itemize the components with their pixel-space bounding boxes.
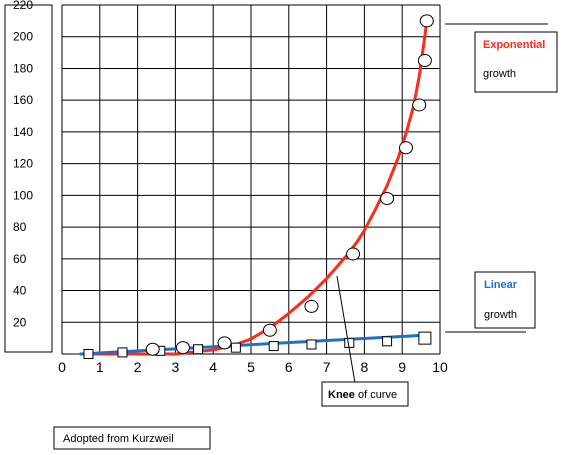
exponential-point: [419, 14, 434, 28]
exponential-point: [304, 299, 319, 313]
y-axis-label-frame: [4, 4, 53, 353]
y-tick-label: 20: [13, 315, 27, 329]
series-curves: [79, 19, 431, 356]
linear-point: [117, 347, 128, 358]
linear-label: Linear: [484, 279, 518, 291]
linear-point: [418, 331, 432, 345]
exponential-curve: [79, 19, 429, 356]
x-tick-label: 4: [209, 359, 217, 375]
exponential-point: [346, 247, 361, 261]
knee-label-box: [321, 381, 409, 407]
x-tick-label: 7: [323, 359, 331, 375]
linear-label-box: [474, 271, 536, 329]
exponential-point: [380, 192, 395, 206]
source-label: Adopted from Kurzweil: [63, 433, 174, 445]
source-box: [53, 426, 211, 450]
exponential-point: [175, 341, 190, 355]
linear-point: [193, 344, 204, 355]
linear-point: [83, 349, 94, 359]
x-tick-label: 9: [398, 359, 406, 375]
exponential-point: [417, 54, 432, 68]
y-tick-label: 200: [13, 30, 33, 44]
exponential-label-box: [474, 31, 558, 93]
y-tick-label: 120: [13, 157, 33, 171]
x-tick-label: 2: [134, 359, 142, 375]
series-markers: [83, 14, 434, 359]
linear-point: [306, 339, 317, 350]
linear-label-growth: growth: [484, 309, 517, 321]
y-tick-label: 80: [13, 220, 27, 234]
linear-point: [230, 342, 241, 353]
linear-point: [382, 336, 393, 347]
x-tick-label: 0: [58, 359, 66, 375]
x-tick-label: 5: [247, 359, 255, 375]
chart-grid: [61, 4, 441, 355]
y-tick-label: 180: [13, 61, 33, 75]
knee-label-bold: Knee: [328, 389, 355, 401]
y-tick-label: 100: [13, 188, 33, 202]
x-tick-label: 8: [361, 359, 369, 375]
y-tick-label: 160: [13, 93, 33, 107]
exponential-point: [217, 336, 232, 350]
exponential-point: [145, 342, 160, 356]
exponential-point: [412, 98, 427, 112]
exponential-label-growth: growth: [483, 68, 516, 80]
x-tick-label: 3: [172, 359, 180, 375]
linear-point: [268, 341, 279, 352]
exponential-label: Exponential: [483, 39, 545, 51]
linear-curve: [79, 333, 431, 356]
y-tick-label: 40: [13, 284, 27, 298]
x-tick-label: 6: [285, 359, 293, 375]
y-tick-label: 220: [13, 0, 33, 12]
knee-label: Knee of curve: [328, 389, 397, 401]
x-tick-label: 10: [432, 359, 448, 375]
x-tick-label: 1: [96, 359, 104, 375]
exponential-point: [262, 323, 277, 337]
x-axis-ticks: 0 1 2 3 4 5 6 7 8 9 10: [58, 359, 448, 375]
y-tick-label: 60: [13, 252, 27, 266]
knee-label-rest: of curve: [355, 389, 397, 401]
knee-callout-line: [336, 275, 356, 384]
exponential-point: [398, 141, 413, 155]
y-tick-label: 140: [13, 125, 33, 139]
y-axis-ticks: 20 40 60 80 100 120 140 160 180 200 220: [13, 0, 33, 329]
